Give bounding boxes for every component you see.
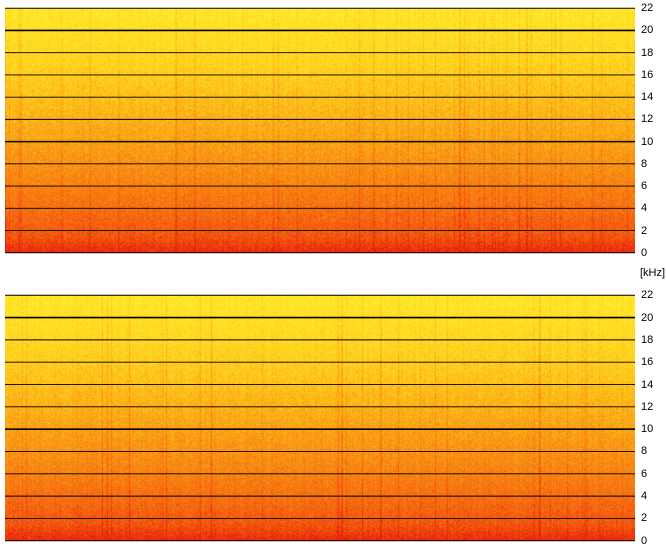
y-tick-label-top-0: 0	[641, 246, 648, 259]
y-tick-label-top-16: 16	[641, 68, 654, 81]
y-tick-label-top-2: 2	[641, 224, 648, 237]
spectrogram-top-grid	[5, 7, 635, 254]
y-tick-label-bottom-20: 20	[641, 311, 654, 324]
y-tick-label-top-8: 8	[641, 157, 648, 170]
y-tick-label-top-18: 18	[641, 46, 654, 59]
y-tick-label-bottom-10: 10	[641, 423, 654, 436]
y-tick-label-top-12: 12	[641, 113, 654, 126]
y-tick-label-bottom-14: 14	[641, 378, 654, 391]
y-tick-label-bottom-8: 8	[641, 445, 648, 458]
spectrogram-top	[5, 7, 635, 254]
y-tick-label-top-20: 20	[641, 24, 654, 37]
y-tick-label-bottom-12: 12	[641, 400, 654, 413]
y-tick-label-bottom-18: 18	[641, 333, 654, 346]
spectrogram-bottom-canvas	[5, 295, 635, 541]
spectrogram-bottom-grid	[5, 294, 635, 542]
y-tick-label-bottom-6: 6	[641, 467, 648, 480]
y-tick-label-bottom-16: 16	[641, 356, 654, 369]
y-tick-label-bottom-4: 4	[641, 490, 648, 503]
y-tick-label-top-14: 14	[641, 91, 654, 104]
y-tick-label-top-10: 10	[641, 135, 654, 148]
y-tick-label-bottom-22: 22	[641, 289, 654, 302]
y-tick-label-top-4: 4	[641, 202, 648, 215]
frequency-unit-label: [kHz]	[640, 267, 666, 279]
y-tick-label-top-6: 6	[641, 180, 648, 193]
spectrogram-bottom	[5, 294, 635, 542]
y-tick-label-bottom-2: 2	[641, 512, 648, 525]
y-tick-label-bottom-0: 0	[641, 534, 648, 547]
spectrogram-top-canvas	[5, 8, 635, 253]
y-tick-label-top-22: 22	[641, 2, 654, 15]
